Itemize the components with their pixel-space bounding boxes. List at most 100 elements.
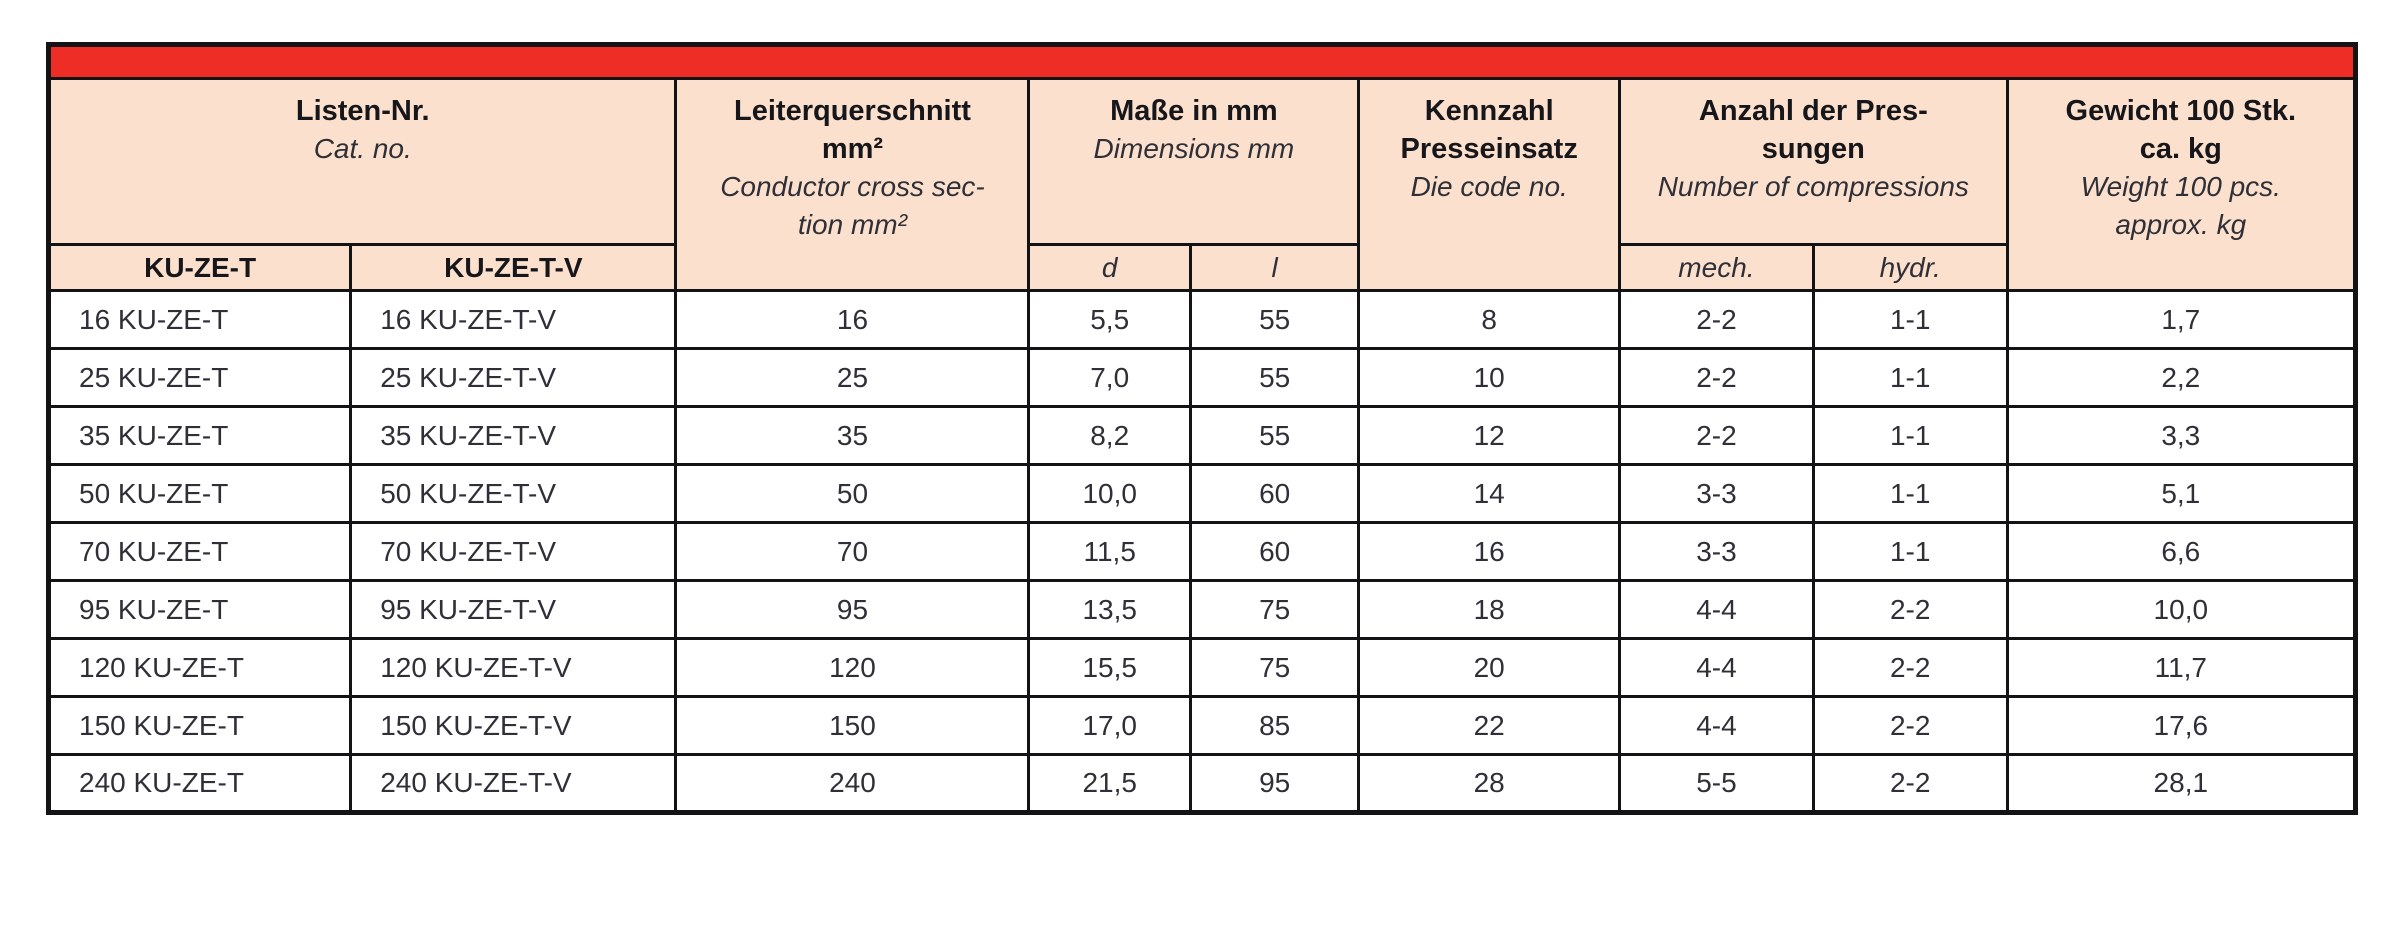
header-listen-nr-de: Listen-Nr.	[295, 95, 430, 127]
ku-ze-t-v-cell: 16 KU-ZE-T-V	[349, 289, 678, 350]
compressions-mech-cell: 5-5	[1618, 753, 1815, 814]
compressions-mech-cell: 4-4	[1618, 579, 1815, 640]
die-code-cell: 18	[1357, 579, 1622, 640]
die-code-cell: 16	[1357, 521, 1622, 582]
subheader-d: d	[1027, 243, 1192, 292]
cross-section-cell: 150	[674, 695, 1031, 756]
ku-ze-t-cell: 35 KU-ZE-T	[46, 405, 353, 466]
dim-l-cell: 75	[1188, 579, 1361, 640]
dim-l-cell: 60	[1188, 521, 1361, 582]
ku-ze-t-v-cell: 240 KU-ZE-T-V	[349, 753, 678, 814]
ku-ze-t-v-cell: 25 KU-ZE-T-V	[349, 347, 678, 408]
die-code-cell: 12	[1357, 405, 1622, 466]
table-body: 16 KU-ZE-T 16 KU-ZE-T-V 16 5,5 55 8 2-2 1-1 1,7 2…	[46, 289, 2358, 814]
ku-ze-t-cell: 16 KU-ZE-T	[46, 289, 353, 350]
weight-cell: 11,7	[2005, 637, 2358, 698]
dim-l-cell: 55	[1188, 289, 1361, 350]
dim-l-cell: 60	[1188, 463, 1361, 524]
dim-d-cell: 10,0	[1027, 463, 1192, 524]
compressions-hydr-cell: 1-1	[1811, 289, 2009, 350]
header-dimensions-en: Dimensions mm	[1093, 133, 1295, 164]
die-code-cell: 10	[1357, 347, 1622, 408]
dim-d-cell: 11,5	[1027, 521, 1192, 582]
header-weight-de2: ca. kg	[2139, 133, 2222, 165]
table-row: 25 KU-ZE-T 25 KU-ZE-T-V 25 7,0 55 10 2-2 1-1 2,2	[46, 347, 2358, 408]
header-compressions-en: Number of compressions	[1657, 171, 1969, 202]
header-weight-de1: Gewicht 100 Stk.	[2065, 95, 2297, 127]
catalog-table-container: Listen-Nr. Cat. no. Leiterquerschnitt mm…	[46, 42, 2358, 815]
header-weight: Gewicht 100 Stk. ca. kg Weight 100 pcs. …	[2005, 77, 2358, 292]
header-cross-section-de1: Leiterquerschnitt	[734, 95, 971, 127]
dim-d-cell: 15,5	[1027, 637, 1192, 698]
cross-section-cell: 25	[674, 347, 1031, 408]
subheader-hydr: hydr.	[1811, 243, 2009, 292]
dim-d-cell: 7,0	[1027, 347, 1192, 408]
dim-d-cell: 21,5	[1027, 753, 1192, 814]
ku-ze-t-cell: 50 KU-ZE-T	[46, 463, 353, 524]
weight-cell: 3,3	[2005, 405, 2358, 466]
compressions-mech-cell: 4-4	[1618, 637, 1815, 698]
table-row: 240 KU-ZE-T 240 KU-ZE-T-V 240 21,5 95 28 5-5 2-…	[46, 753, 2358, 814]
header-compressions-de2: sungen	[1761, 133, 1865, 165]
die-code-cell: 20	[1357, 637, 1622, 698]
dim-d-cell: 8,2	[1027, 405, 1192, 466]
ku-ze-t-cell: 150 KU-ZE-T	[46, 695, 353, 756]
dim-d-cell: 5,5	[1027, 289, 1192, 350]
ku-ze-t-v-cell: 95 KU-ZE-T-V	[349, 579, 678, 640]
header-cross-section: Leiterquerschnitt mm² Conductor cross se…	[674, 77, 1031, 292]
cross-section-cell: 16	[674, 289, 1031, 350]
dim-d-cell: 17,0	[1027, 695, 1192, 756]
ku-ze-t-cell: 25 KU-ZE-T	[46, 347, 353, 408]
table-row: 95 KU-ZE-T 95 KU-ZE-T-V 95 13,5 75 18 4-4 2-2 10…	[46, 579, 2358, 640]
dim-l-cell: 95	[1188, 753, 1361, 814]
table-row: 16 KU-ZE-T 16 KU-ZE-T-V 16 5,5 55 8 2-2 1-1 1,7	[46, 289, 2358, 350]
compressions-hydr-cell: 2-2	[1811, 753, 2009, 814]
ku-ze-t-v-cell: 150 KU-ZE-T-V	[349, 695, 678, 756]
weight-cell: 2,2	[2005, 347, 2358, 408]
ku-ze-t-cell: 120 KU-ZE-T	[46, 637, 353, 698]
die-code-cell: 22	[1357, 695, 1622, 756]
weight-cell: 17,6	[2005, 695, 2358, 756]
ku-ze-t-v-cell: 120 KU-ZE-T-V	[349, 637, 678, 698]
dim-l-cell: 85	[1188, 695, 1361, 756]
compressions-mech-cell: 2-2	[1618, 289, 1815, 350]
header-cross-section-en1: Conductor cross sec-	[720, 171, 985, 202]
header-cross-section-en2: tion mm²	[798, 209, 907, 240]
compressions-hydr-cell: 1-1	[1811, 405, 2009, 466]
cross-section-cell: 120	[674, 637, 1031, 698]
weight-cell: 10,0	[2005, 579, 2358, 640]
weight-cell: 6,6	[2005, 521, 2358, 582]
compressions-mech-cell: 2-2	[1618, 347, 1815, 408]
ku-ze-t-v-cell: 50 KU-ZE-T-V	[349, 463, 678, 524]
red-banner	[47, 43, 2357, 80]
header-cross-section-de2: mm²	[821, 133, 884, 165]
cross-section-cell: 240	[674, 753, 1031, 814]
subheader-mech: mech.	[1618, 243, 1815, 292]
compressions-mech-cell: 4-4	[1618, 695, 1815, 756]
header-compressions: Anzahl der Pres- sungen Number of compre…	[1618, 77, 2009, 246]
cross-section-cell: 50	[674, 463, 1031, 524]
ku-ze-t-cell: 240 KU-ZE-T	[46, 753, 353, 814]
die-code-cell: 28	[1357, 753, 1622, 814]
compressions-mech-cell: 3-3	[1618, 463, 1815, 524]
header-compressions-de1: Anzahl der Pres-	[1698, 95, 1928, 127]
compressions-hydr-cell: 1-1	[1811, 521, 2009, 582]
header-die-code: Kennzahl Presseinsatz Die code no.	[1357, 77, 1622, 292]
header-die-code-de1: Kennzahl	[1424, 95, 1554, 127]
weight-cell: 28,1	[2005, 753, 2358, 814]
dim-l-cell: 75	[1188, 637, 1361, 698]
die-code-cell: 14	[1357, 463, 1622, 524]
weight-cell: 1,7	[2005, 289, 2358, 350]
header-listen-nr-en: Cat. no.	[313, 133, 412, 164]
compressions-hydr-cell: 2-2	[1811, 695, 2009, 756]
die-code-cell: 8	[1357, 289, 1622, 350]
ku-ze-t-cell: 95 KU-ZE-T	[46, 579, 353, 640]
subheader-ku-ze-t-v: KU-ZE-T-V	[349, 243, 678, 292]
cross-section-cell: 35	[674, 405, 1031, 466]
ku-ze-t-v-cell: 35 KU-ZE-T-V	[349, 405, 678, 466]
dim-l-cell: 55	[1188, 347, 1361, 408]
header-weight-en1: Weight 100 pcs.	[2080, 171, 2281, 202]
dim-l-cell: 55	[1188, 405, 1361, 466]
header-die-code-de2: Presseinsatz	[1400, 133, 1578, 165]
table-row: 50 KU-ZE-T 50 KU-ZE-T-V 50 10,0 60 14 3-3 1-1 5,…	[46, 463, 2358, 524]
